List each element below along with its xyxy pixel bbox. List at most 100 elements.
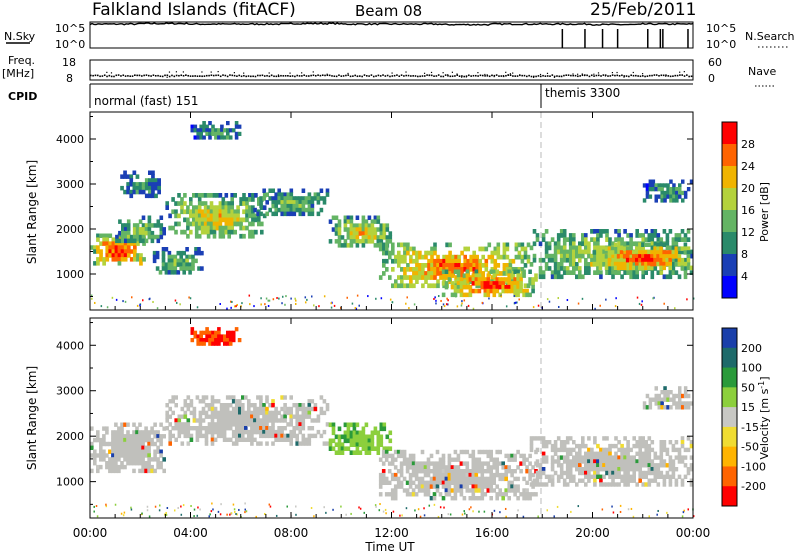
echo-cell (147, 219, 152, 224)
noise-cell (260, 297, 262, 300)
noise-cell (174, 299, 177, 302)
echo-cell (662, 261, 666, 267)
echo-cell (90, 245, 94, 250)
echo-cell (620, 459, 624, 464)
echo-cell (593, 229, 597, 234)
noise-cell (666, 511, 668, 514)
echo-cell (617, 237, 621, 242)
echo-cell (424, 250, 428, 256)
echo-cell (590, 451, 594, 456)
echo-cell (381, 476, 386, 482)
echo-cell (189, 403, 194, 408)
echo-cell (370, 446, 375, 451)
echo-cell (156, 457, 160, 462)
noise-cell (686, 298, 688, 301)
noise-cell (478, 510, 480, 513)
echo-cell (126, 249, 131, 254)
echo-cell (677, 474, 682, 479)
freq-point (375, 75, 377, 77)
echo-cell (379, 239, 384, 244)
echo-cell (123, 170, 127, 175)
echo-cell (126, 238, 131, 244)
plot-title: Falkland Islands (fitACF) (92, 0, 296, 20)
echo-cell (138, 234, 143, 240)
echo-cell (355, 422, 360, 428)
echo-cell (213, 422, 218, 427)
echo-cell (367, 227, 372, 232)
echo-cell (562, 233, 567, 238)
echo-cell (581, 249, 585, 255)
echo-cell (657, 194, 661, 199)
noise-cell (265, 297, 268, 300)
echo-cell (230, 209, 234, 215)
echo-cell (99, 457, 103, 462)
echo-cell (504, 472, 508, 478)
echo-cell (617, 447, 621, 453)
echo-cell (553, 443, 558, 449)
echo-cell (135, 227, 140, 232)
echo-cell (138, 453, 142, 458)
noise-cell (652, 297, 654, 300)
echo-cell (459, 288, 464, 294)
noise-cell (439, 506, 442, 509)
echo-cell (399, 480, 404, 485)
echo-cell (629, 246, 633, 251)
echo-cell (352, 223, 357, 228)
echo-cell (456, 480, 461, 485)
xtick-label: 20:00 (575, 526, 610, 540)
echo-cell (126, 437, 130, 443)
echo-cell (217, 135, 221, 140)
echo-cell (199, 128, 203, 133)
echo-cell (218, 213, 223, 219)
echo-cell (239, 233, 243, 239)
echo-cell (553, 470, 558, 476)
noise-cell (682, 511, 685, 514)
freq-point (212, 74, 215, 77)
freq-point (354, 74, 356, 77)
echo-cell (411, 465, 416, 470)
echo-cell (686, 229, 691, 234)
echo-cell (203, 201, 208, 206)
echo-cell (620, 451, 624, 456)
echo-cell (445, 275, 449, 280)
echo-cell (364, 219, 369, 224)
echo-cell (650, 440, 655, 445)
echo-cell (242, 193, 246, 198)
echo-cell (248, 213, 252, 219)
echo-cell (528, 496, 532, 501)
echo-cell (632, 262, 636, 267)
echo-cell (223, 128, 227, 133)
echo-cell (510, 480, 514, 485)
echo-cell (180, 197, 184, 202)
echo-cell (529, 245, 534, 251)
echo-cell (224, 213, 229, 219)
freq-point (544, 75, 547, 77)
echo-cell (531, 277, 535, 282)
echo-cell (448, 267, 452, 272)
echo-cell (209, 201, 214, 206)
colorbar-segment (722, 276, 737, 299)
echo-cell (340, 450, 345, 455)
echo-cell (319, 406, 324, 412)
freq-point (556, 75, 558, 77)
echo-cell (678, 187, 682, 192)
noise-cell (488, 297, 490, 300)
echo-cell (665, 245, 670, 251)
echo-cell (159, 437, 163, 443)
echo-cell (516, 449, 520, 455)
echo-cell (225, 410, 230, 416)
noise-cell (209, 513, 211, 516)
echo-cell (666, 390, 670, 395)
echo-cell (441, 269, 446, 274)
echo-cell (590, 447, 594, 453)
echo-cell (614, 467, 618, 472)
echo-cell (208, 330, 212, 335)
freq-unit-label: [MHz] (2, 67, 34, 80)
echo-cell (644, 270, 648, 275)
echo-cell (599, 451, 603, 456)
echo-cell (183, 422, 188, 427)
echo-cell (553, 274, 558, 280)
echo-cell (656, 470, 661, 476)
echo-cell (508, 267, 513, 272)
echo-cell (376, 446, 381, 451)
